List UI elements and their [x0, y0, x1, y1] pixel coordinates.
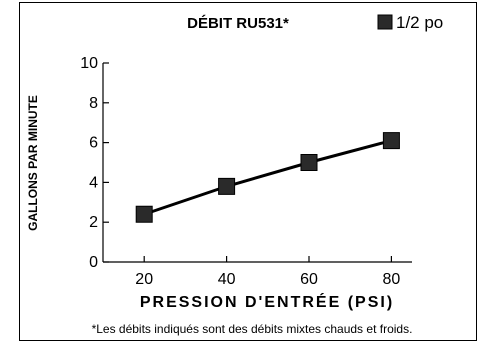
x-tick-label-60: 60 [300, 271, 318, 288]
legend-label: 1/2 po [396, 13, 443, 32]
data-point-20 [135, 205, 153, 223]
x-tick-label-80: 80 [383, 271, 401, 288]
legend: 1/2 po [377, 13, 443, 32]
y-tick-label-2: 2 [89, 214, 98, 231]
y-tick-label-4: 4 [89, 174, 98, 191]
y-tick-label-8: 8 [89, 95, 98, 112]
x-axis-label: PRESSION D'ENTRÉE (PSI) [140, 292, 394, 311]
legend-marker [377, 14, 393, 30]
data-point-40 [218, 177, 236, 195]
x-ticks: 20 40 60 80 [135, 256, 400, 288]
x-tick-label-40: 40 [218, 271, 236, 288]
chart-frame [19, 2, 477, 341]
data-point-60 [300, 154, 318, 171]
footnote: *Les débits indiqués sont des débits mix… [92, 322, 413, 336]
y-tick-label-10: 10 [80, 55, 98, 72]
series-line-0 [143, 139, 392, 216]
y-axis-label: GALLONS PAR MINUTE [26, 95, 40, 231]
y-ticks: 0 2 4 6 8 10 [80, 55, 109, 271]
y-tick-label-6: 6 [89, 135, 98, 152]
y-tick-label-0: 0 [89, 254, 98, 271]
series-layer [135, 132, 400, 223]
chart-title: DÉBIT RU531* [187, 15, 289, 32]
data-point-80 [382, 132, 400, 150]
x-tick-label-20: 20 [135, 271, 153, 288]
